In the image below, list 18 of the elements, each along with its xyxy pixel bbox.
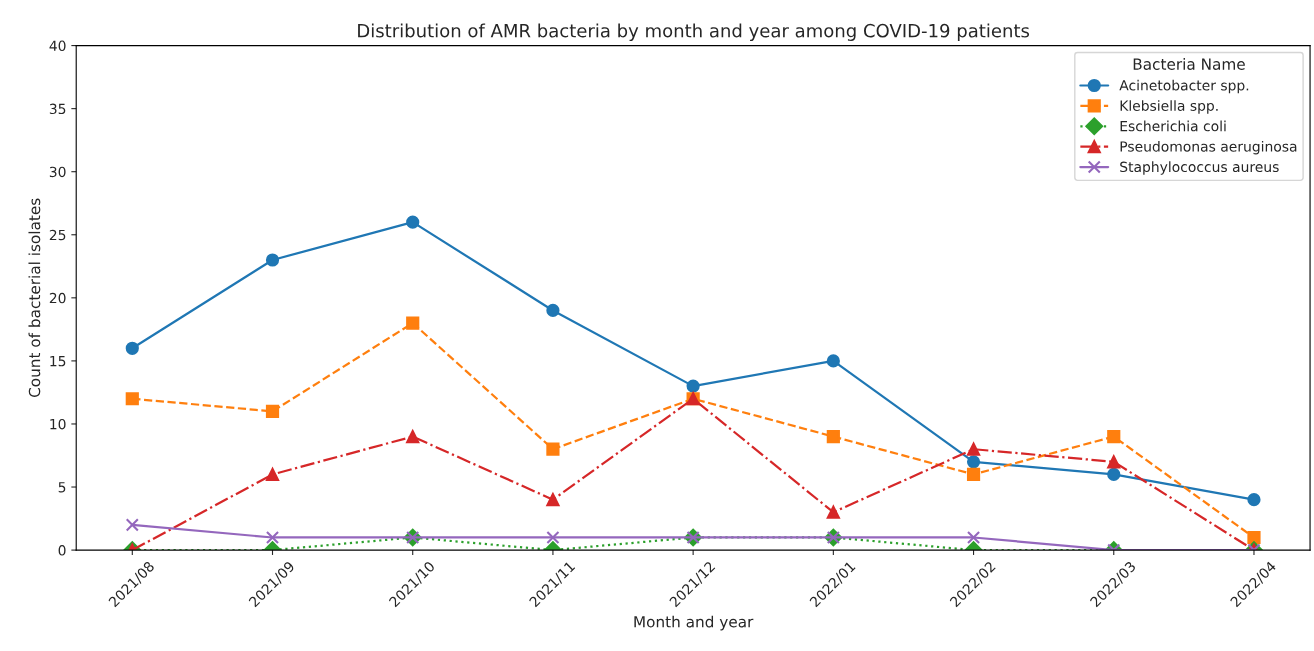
chart-title: Distribution of AMR bacteria by month and year among COVID-19 patients xyxy=(358,23,1030,41)
y-axis-title: Count of bacterial isolates xyxy=(28,198,41,398)
y-tick-label: 15 xyxy=(50,356,66,367)
legend-label: Staphylococcus aureus xyxy=(1120,161,1279,175)
x-axis-title: Month and year xyxy=(634,615,754,631)
y-tick-label: 35 xyxy=(49,103,66,115)
legend-label: Klebsiella spp. xyxy=(1120,100,1218,114)
y-tick-label: 40 xyxy=(49,40,66,52)
y-tick-label: 30 xyxy=(49,166,66,178)
legend-label: Escherichia coli xyxy=(1120,120,1226,132)
legend-label: Acinetobacter spp. xyxy=(1119,79,1249,94)
y-tick-label: 0 xyxy=(58,545,66,556)
legend-label: Pseudomonas aeruginosa xyxy=(1120,140,1297,155)
y-tick-label: 25 xyxy=(49,229,66,241)
y-tick-label: 5 xyxy=(58,482,66,493)
y-tick-label: 10 xyxy=(50,418,66,430)
legend-title: Bacteria Name xyxy=(1133,58,1245,70)
y-tick-label: 20 xyxy=(49,292,66,304)
